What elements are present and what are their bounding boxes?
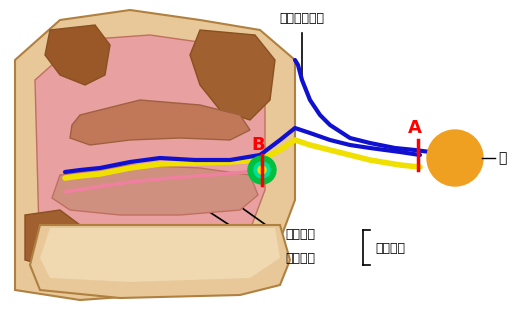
Polygon shape <box>70 100 250 145</box>
Circle shape <box>258 166 266 174</box>
Polygon shape <box>15 10 295 300</box>
Text: 後鼻神経: 後鼻神経 <box>375 241 405 254</box>
Circle shape <box>248 156 276 184</box>
Polygon shape <box>52 165 258 215</box>
Text: A: A <box>408 119 422 137</box>
Polygon shape <box>45 25 110 85</box>
Circle shape <box>427 130 483 186</box>
Polygon shape <box>190 30 275 120</box>
Polygon shape <box>35 35 265 278</box>
Circle shape <box>254 162 270 178</box>
Text: 脳: 脳 <box>498 151 506 165</box>
Polygon shape <box>25 210 80 268</box>
Polygon shape <box>30 225 290 298</box>
Text: 知覚神経: 知覚神経 <box>285 252 315 264</box>
Text: 分泌神経: 分泌神経 <box>285 228 315 241</box>
Text: B: B <box>251 136 265 154</box>
Text: 涙の分泌神経: 涙の分泌神経 <box>279 12 324 25</box>
Polygon shape <box>40 228 280 282</box>
